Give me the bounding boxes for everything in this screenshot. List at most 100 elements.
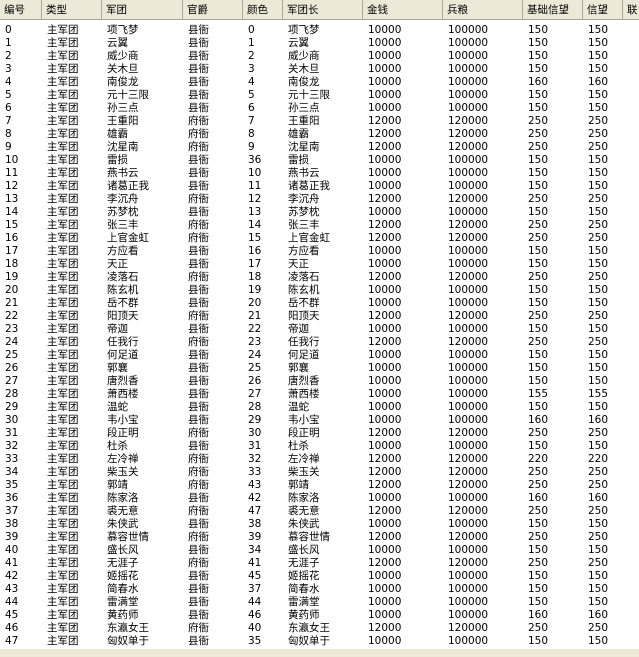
table-cell: 35	[248, 635, 262, 647]
table-cell: 44	[5, 596, 19, 608]
table-cell: 150	[588, 50, 609, 62]
table-cell: 12000	[368, 193, 402, 205]
table-cell: 120000	[448, 310, 489, 322]
column-header[interactable]: 基础信望	[523, 0, 583, 20]
table-cell: 250	[528, 505, 549, 517]
table-cell: 10000	[368, 76, 402, 88]
table-cell: 关木旦	[288, 63, 320, 75]
table-cell: 23	[5, 323, 19, 335]
table-cell: 31	[248, 440, 262, 452]
column-header[interactable]: 兵粮	[443, 0, 523, 20]
column-header[interactable]: 信望	[583, 0, 623, 20]
table-cell: 160	[528, 76, 549, 88]
table-cell: 250	[528, 141, 549, 153]
table-cell: 8	[248, 128, 255, 140]
table-cell: 姬摇花	[107, 570, 139, 582]
column-header[interactable]: 官爵	[183, 0, 243, 20]
table-cell: 24	[5, 336, 19, 348]
table-cell: 燕书云	[107, 167, 139, 179]
table-cell: 方应看	[288, 245, 320, 257]
table-cell: 37	[248, 583, 262, 595]
column-header[interactable]: 金钱	[363, 0, 443, 20]
table-cell: 250	[588, 271, 609, 283]
table-cell: 250	[588, 115, 609, 127]
table-cell: 29	[248, 414, 262, 426]
table-cell: 10000	[368, 401, 402, 413]
table-cell: 150	[528, 89, 549, 101]
table-cell: 12000	[368, 232, 402, 244]
table-cell: 杜杀	[288, 440, 309, 452]
table-cell: 120000	[448, 219, 489, 231]
table-cell: 4	[248, 76, 255, 88]
table-cell: 主军团	[47, 401, 79, 413]
table-cell: 匈奴单于	[107, 635, 149, 647]
table-cell: 25	[5, 349, 19, 361]
table-cell: 250	[528, 219, 549, 231]
table-cell: 150	[528, 37, 549, 49]
table-cell: 17	[5, 245, 19, 257]
table-cell: 120000	[448, 271, 489, 283]
table-cell: 160	[588, 492, 609, 504]
table-cell: 44	[248, 596, 262, 608]
table-cell: 上官金虹	[107, 232, 149, 244]
table-cell: 简春水	[107, 583, 139, 595]
table-cell: 100000	[448, 297, 489, 309]
table-cell: 32	[248, 453, 262, 465]
table-cell: 47	[5, 635, 19, 647]
table-cell: 16	[5, 232, 19, 244]
table-cell: 250	[528, 427, 549, 439]
table-cell: 250	[528, 531, 549, 543]
table-cell: 10000	[368, 284, 402, 296]
table-cell: 唐烈香	[107, 375, 139, 387]
table-cell: 150	[528, 24, 549, 36]
table-cell: 100000	[448, 284, 489, 296]
table-cell: 南俊龙	[288, 76, 320, 88]
table-cell: 12000	[368, 505, 402, 517]
column-header[interactable]: 军团长	[283, 0, 363, 20]
table-cell: 主军团	[47, 284, 79, 296]
table-cell: 黄药师	[107, 609, 139, 621]
table-cell: 李沉舟	[288, 193, 320, 205]
table-cell: 250	[588, 622, 609, 634]
table-cell: 5	[5, 89, 12, 101]
table-cell: 12000	[368, 271, 402, 283]
table-cell: 22	[5, 310, 19, 322]
table-cell: 10000	[368, 609, 402, 621]
table-cell: 25	[248, 362, 262, 374]
table-cell: 县衙	[188, 284, 209, 296]
column-header[interactable]: 颜色	[243, 0, 283, 20]
scrollbar[interactable]	[0, 649, 639, 657]
table-cell: 2	[5, 50, 12, 62]
table-cell: 10	[248, 167, 262, 179]
table-cell: 2	[248, 50, 255, 62]
table-cell: 县衙	[188, 440, 209, 452]
column-header[interactable]: 联	[623, 0, 639, 20]
table-cell: 主军团	[47, 89, 79, 101]
table-cell: 柴玉关	[288, 466, 320, 478]
column-header[interactable]: 编号	[0, 0, 42, 20]
table-cell: 100000	[448, 89, 489, 101]
table-cell: 10000	[368, 323, 402, 335]
column-header[interactable]: 类型	[42, 0, 102, 20]
table-cell: 42	[248, 492, 262, 504]
table-cell: 云翼	[288, 37, 309, 49]
table-cell: 县衙	[188, 609, 209, 621]
table-cell: 主军团	[47, 609, 79, 621]
table-cell: 250	[528, 232, 549, 244]
table-cell: 何足道	[107, 349, 139, 361]
table-cell: 250	[588, 479, 609, 491]
table-cell: 9	[5, 141, 12, 153]
table-cell: 云翼	[107, 37, 128, 49]
table-cell: 元十三限	[288, 89, 330, 101]
table-cell: 160	[588, 414, 609, 426]
table-cell: 150	[528, 596, 549, 608]
table-cell: 10000	[368, 63, 402, 75]
table-cell: 主军团	[47, 219, 79, 231]
table-cell: 100000	[448, 349, 489, 361]
table-cell: 王重阳	[288, 115, 320, 127]
table-cell: 韦小宝	[107, 414, 139, 426]
table-cell: 府衙	[188, 271, 209, 283]
column-header[interactable]: 军团	[102, 0, 183, 20]
table-cell: 100000	[448, 76, 489, 88]
